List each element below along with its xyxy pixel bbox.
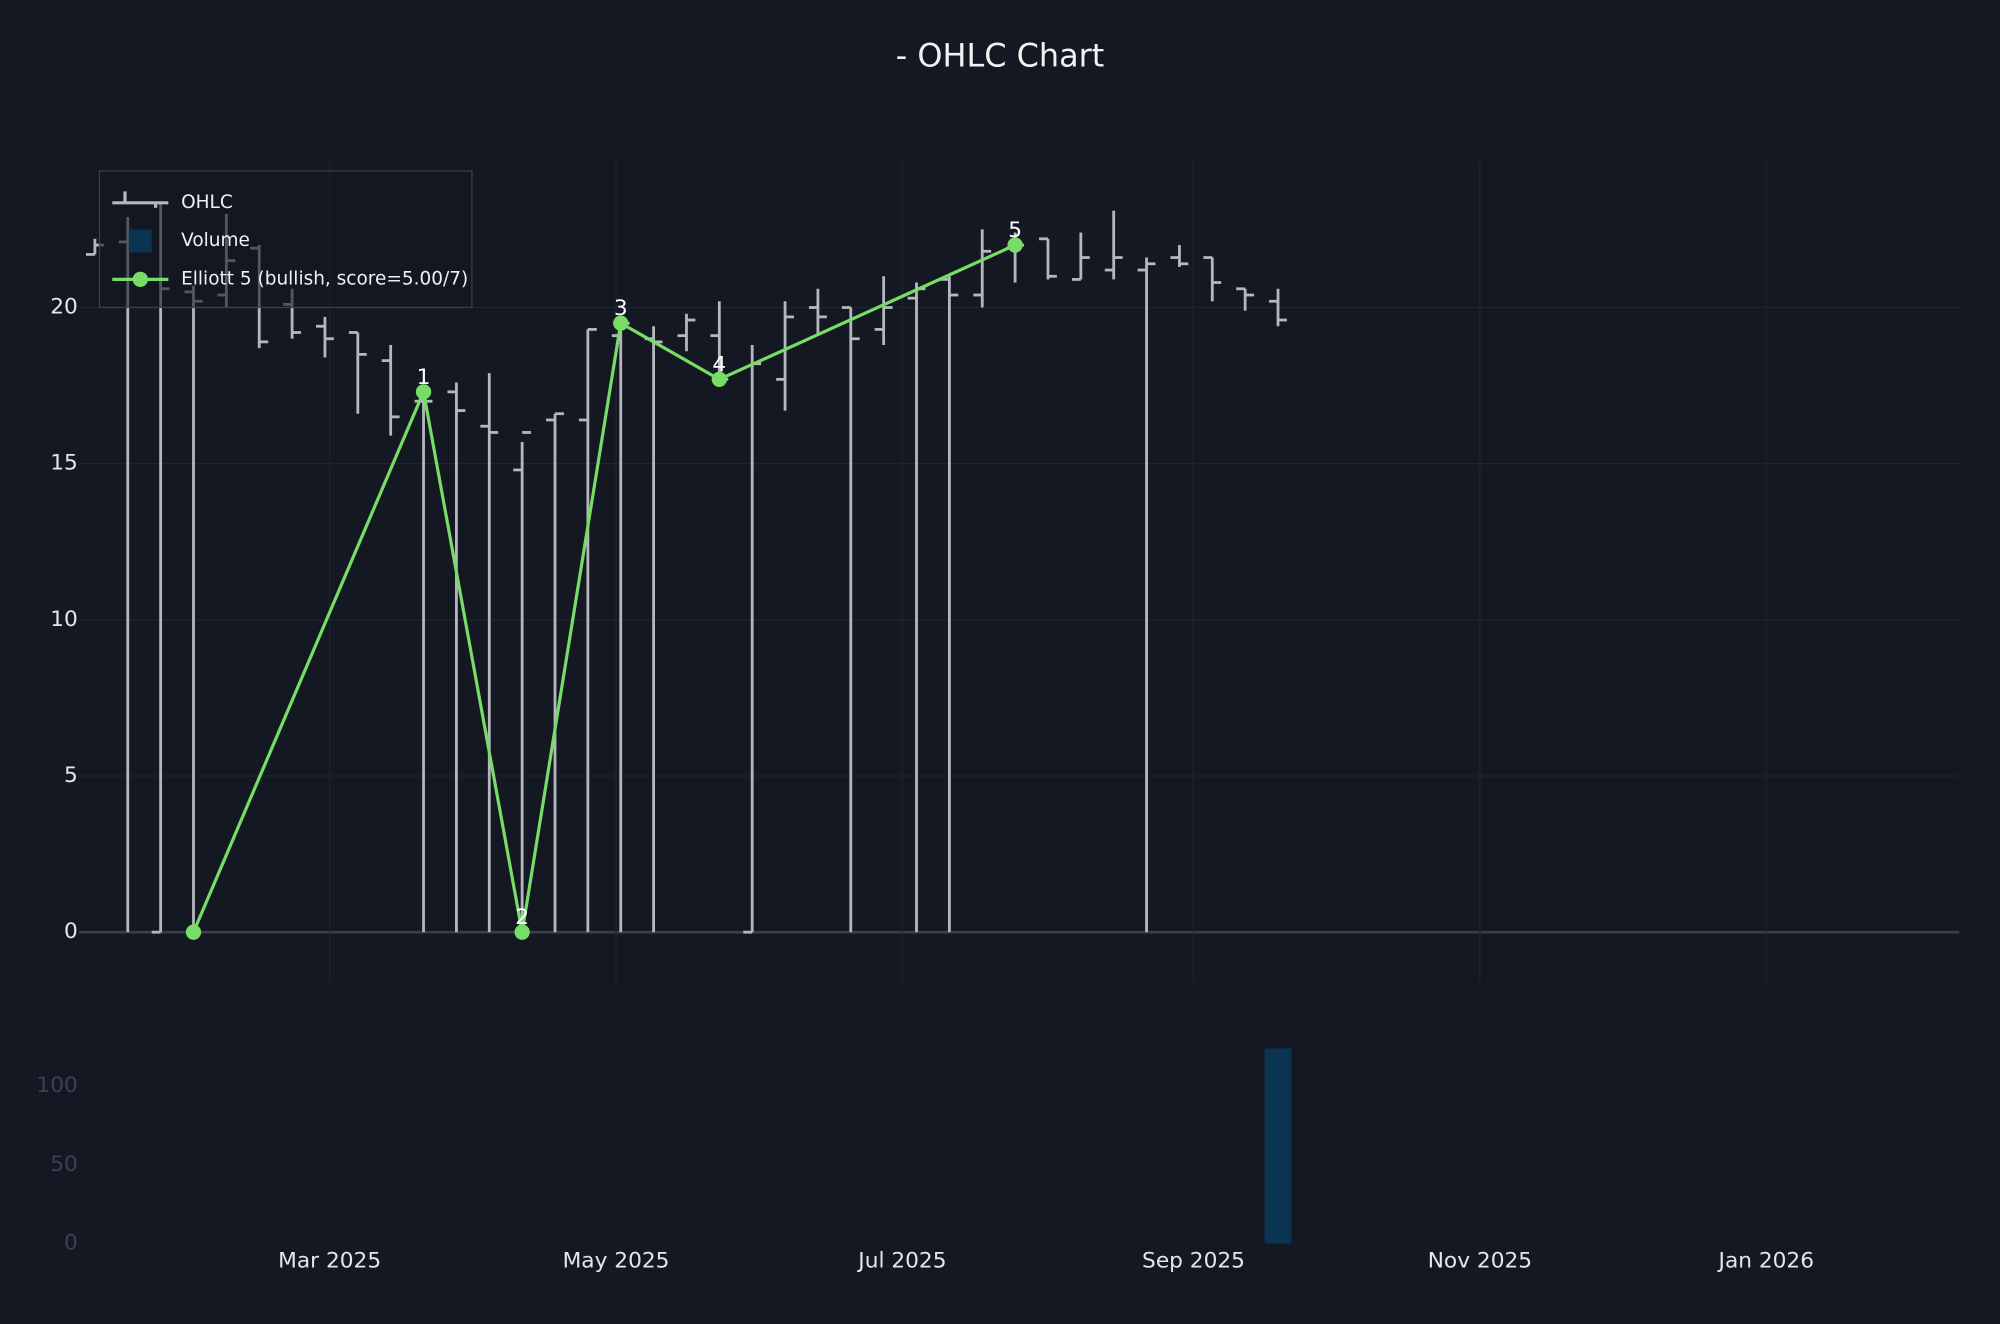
x-tick-label: May 2025 xyxy=(563,1248,670,1273)
y-tick-label: 20 xyxy=(50,295,78,320)
elliott-point xyxy=(185,924,202,940)
y-tick-label: 5 xyxy=(64,763,78,788)
x-tick-label: Jan 2026 xyxy=(1717,1248,1814,1273)
legend-icon xyxy=(112,191,169,208)
elliott-label: 2 xyxy=(515,905,529,930)
elliott-label: 5 xyxy=(1008,218,1022,243)
legend: OHLC Volume Elliott 5 (bullish, score=5.00… xyxy=(98,170,473,309)
x-tick-label: Nov 2025 xyxy=(1428,1248,1532,1273)
elliott-label: 3 xyxy=(614,296,628,321)
elliott-line xyxy=(192,243,1016,933)
elliott-label: 1 xyxy=(417,365,431,390)
elliott-point xyxy=(613,315,629,331)
legend-box xyxy=(98,170,473,309)
legend-icon xyxy=(128,229,152,253)
y-tick-label: 15 xyxy=(50,451,78,476)
legend-icon xyxy=(132,271,148,287)
y-tick-label: 0 xyxy=(64,919,78,944)
elliott-point xyxy=(415,384,432,400)
y2-tick-label: 100 xyxy=(36,1073,77,1098)
chart-title: - OHLC Chart xyxy=(896,36,1104,74)
legend-label: Volume xyxy=(181,230,250,251)
y-tick-label: 10 xyxy=(50,607,78,632)
x-tick-label: Mar 2025 xyxy=(278,1248,381,1273)
elliott-point xyxy=(711,371,727,388)
volume-bar xyxy=(1264,1048,1292,1244)
elliott-label: 4 xyxy=(712,352,726,377)
elliott-point xyxy=(1007,237,1023,253)
legend-label: Elliott 5 (bullish, score=5.00/7) xyxy=(181,268,468,289)
x-tick-label: Jul 2025 xyxy=(856,1248,946,1273)
legend-label: OHLC xyxy=(181,192,233,213)
y2-tick-label: 0 xyxy=(64,1231,78,1256)
x-tick-label: Sep 2025 xyxy=(1142,1248,1245,1273)
y2-tick-label: 50 xyxy=(50,1152,78,1177)
elliott-point xyxy=(514,924,530,940)
